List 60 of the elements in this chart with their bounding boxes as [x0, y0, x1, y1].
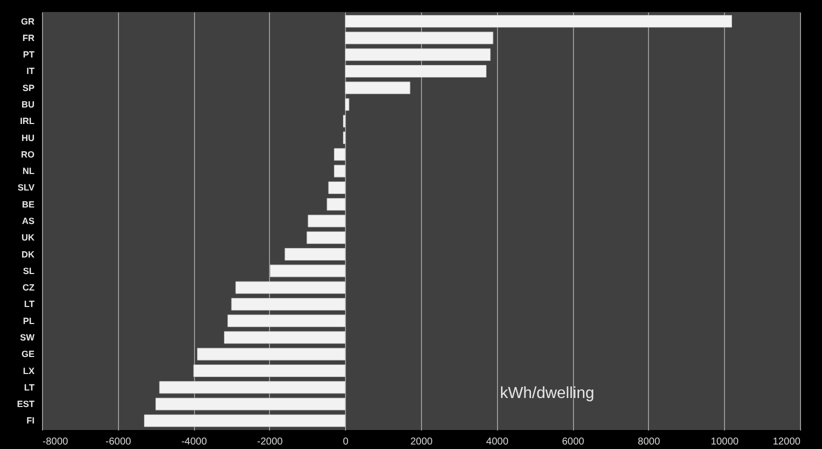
y-tick-label: LT [24, 299, 35, 310]
bar [197, 348, 346, 360]
y-tick-label: EST [16, 399, 35, 410]
y-tick-label: DK [22, 249, 35, 260]
bar [344, 15, 732, 28]
y-tick-label: UK [22, 232, 35, 243]
y-tick-label: SW [20, 332, 36, 342]
bar [231, 298, 346, 310]
x-tick-label: -8000 [42, 436, 69, 448]
y-tick-label: GR [21, 16, 35, 26]
bar [308, 214, 346, 228]
bar [284, 248, 346, 261]
bar [155, 398, 346, 410]
y-tick-label: SLV [18, 182, 34, 193]
y-tick-label: LX [22, 366, 34, 376]
x-tick-label: 8000 [638, 436, 660, 448]
bar [306, 231, 346, 244]
annotation: kWh/dwelling [500, 385, 594, 402]
y-tick-label: CZ [22, 282, 35, 293]
y-tick-label: GE [21, 349, 34, 360]
x-tick-label: 10000 [710, 436, 740, 448]
y-tick-label: RO [21, 149, 34, 160]
y-tick-label: PT [22, 50, 35, 60]
y-tick-label: BE [22, 199, 34, 210]
x-tick-label: -6000 [106, 436, 132, 448]
y-tick-label: IT [26, 66, 35, 76]
bar [159, 381, 346, 394]
y-tick-label: NL [22, 166, 35, 176]
x-tick-label: 0 [342, 436, 349, 448]
x-tick-label: 4000 [486, 436, 509, 448]
bar [144, 414, 346, 427]
y-tick-label: AS [22, 216, 34, 226]
bar [270, 264, 346, 278]
bar [344, 48, 491, 61]
bar [344, 82, 410, 94]
bar [334, 148, 346, 161]
y-tick-label: SL [22, 266, 35, 276]
bar [344, 98, 350, 111]
bar [227, 314, 346, 328]
bar [328, 181, 346, 194]
y-tick-label: PL [22, 316, 35, 326]
y-tick-label: FI [26, 416, 34, 426]
x-tick-label: 2000 [410, 436, 434, 448]
y-tick-label: SP [22, 82, 34, 93]
y-tick-label: HU [22, 132, 34, 143]
x-tick-label: -2000 [257, 436, 284, 448]
x-tick-label: 12000 [772, 436, 801, 448]
y-tick-label: IRL [20, 116, 35, 126]
bar [344, 32, 494, 44]
bar [326, 198, 346, 211]
bar [344, 65, 486, 78]
bar [334, 164, 346, 178]
bar [193, 364, 346, 377]
x-tick-label: -4000 [181, 436, 208, 448]
y-tick-label: BU [22, 100, 34, 110]
y-tick-label: FR [22, 32, 35, 43]
bar [235, 281, 346, 294]
y-tick-label: LT [24, 382, 35, 392]
x-tick-label: 6000 [562, 436, 585, 448]
bar [224, 331, 346, 344]
